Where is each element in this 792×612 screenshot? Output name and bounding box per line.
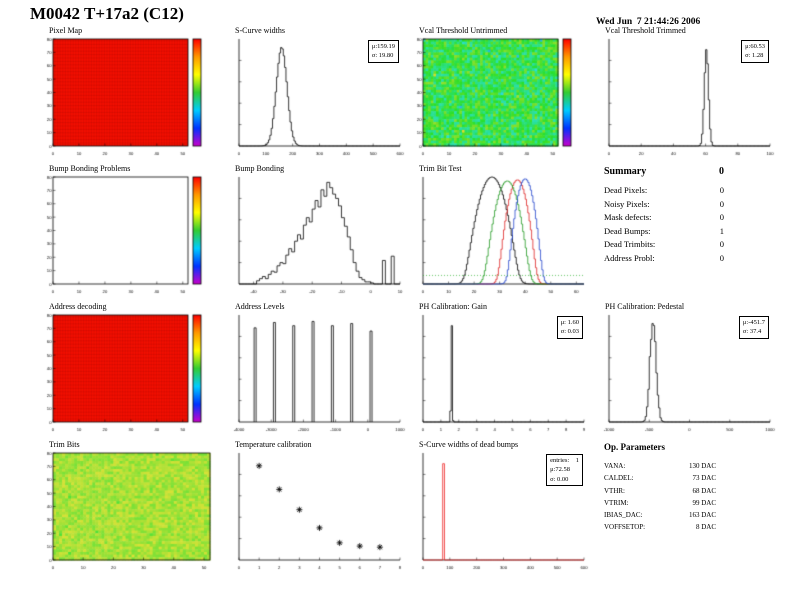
plot-title: Vcal Threshold Trimmed [605, 26, 686, 35]
stats-line: σ: 1.28 [745, 52, 764, 60]
stats-line: μ: 1.60 [560, 319, 579, 326]
panel-temperature-calibration: Temperature calibration [222, 440, 406, 576]
stats-line: entries: 1 [550, 457, 579, 464]
op-parameter-label: VANA: [604, 462, 626, 470]
plot-title: Address decoding [49, 302, 107, 311]
panel-ph-gain: PH Calibration: Gain μ: 1.60 σ: 0.03 [406, 302, 590, 438]
op-parameter-value: 99 DAC [692, 498, 716, 507]
op-parameter-label: VOFFSETOP: [604, 523, 646, 532]
panel-bump-bonding: Bump Bonding [222, 164, 406, 300]
panel-scurve-widths: S-Curve widths μ:159.19 σ: 19.80 [222, 26, 406, 162]
plot-title: S-Curve widths of dead bumps [419, 440, 519, 449]
op-parameter-row: VTHR: 68 DAC [604, 485, 716, 497]
stats-line: μ:72.58 [550, 466, 571, 474]
plot-title: S-Curve widths [235, 26, 285, 35]
panel-trim-bit-test: Trim Bit Test [406, 164, 590, 300]
panel-ph-pedestal: PH Calibration: Pedestal μ:-451.7 σ: 37.4 [592, 302, 776, 438]
panel-address-levels: Address Levels [222, 302, 406, 438]
plot-title: Pixel Map [49, 26, 83, 35]
trim-bit-test-canvas [406, 174, 590, 296]
trim-bits-canvas [36, 450, 220, 572]
stats-line: σ: 37.4 [742, 328, 762, 336]
stats-line: σ: 0.00 [550, 475, 569, 483]
op-parameters-title: Op. Parameters [604, 442, 665, 452]
op-parameter-row: VANA: 130 DAC [604, 460, 716, 472]
op-parameter-label: IBIAS_DAC: [604, 511, 643, 519]
op-parameter-row: IBIAS_DAC: 163 DAC [604, 509, 716, 521]
summary-title: Summary [604, 166, 647, 177]
summary-row-label: Address Probl: [604, 252, 655, 263]
op-parameter-label: CALDEL: [604, 474, 634, 483]
summary-header: Summary 0 [604, 166, 724, 177]
plot-title: Vcal Threshold Untrimmed [419, 26, 508, 35]
stats-box: entries: 1 μ:72.58 σ: 0.00 [546, 454, 583, 487]
stats-box: μ: 1.60 σ: 0.03 [556, 316, 583, 339]
plot-title: Address Levels [235, 302, 285, 311]
panel-dead-bumps-scurve: S-Curve widths of dead bumps entries: 1 μ… [406, 440, 590, 576]
summary-row-label: Dead Pixels: [604, 185, 648, 195]
pixel-map-canvas [36, 36, 220, 158]
plot-title: Bump Bonding [235, 164, 285, 173]
panel-summary: Summary 0 Dead Pixels: 0 Noisy Pixels: 0… [592, 164, 776, 300]
address-levels-canvas [222, 312, 406, 434]
panel-pixel-map: Pixel Map [36, 26, 220, 162]
op-parameter-value: 130 DAC [688, 462, 716, 470]
summary-row: Dead Bumps: 1 [604, 225, 724, 239]
op-parameter-value: 8 DAC [695, 523, 716, 532]
panel-vcal-threshold-trimmed: Vcal Threshold Trimmed μ:60.53 σ: 1.28 [592, 26, 776, 162]
timestamp: Wed Jun 7 21:44:26 2006 [596, 17, 701, 27]
stats-box: μ:159.19 σ: 19.80 [367, 40, 399, 63]
summary-row-value: 0 [719, 239, 724, 250]
bump-bonding-canvas [222, 174, 406, 296]
stats-box: μ:-451.7 σ: 37.4 [738, 316, 769, 339]
page-title: M0042 T+17a2 (C12) [30, 4, 184, 23]
address-decoding-canvas [36, 312, 220, 434]
op-parameter-value: 73 DAC [692, 474, 716, 483]
op-parameter-row: CALDEL: 73 DAC [604, 472, 716, 484]
plot-title: Trim Bits [49, 440, 80, 449]
panel-bump-bonding-problems: Bump Bonding Problems [36, 164, 220, 300]
summary-row-value: 0 [719, 198, 724, 209]
summary-row-value: 1 [719, 225, 724, 236]
plot-title: PH Calibration: Pedestal [605, 302, 685, 311]
summary-row-label: Mask defects: [604, 212, 652, 223]
summary-row-value: 0 [719, 212, 724, 223]
panel-vcal-threshold-untrimmed: Vcal Threshold Untrimmed [406, 26, 590, 162]
summary-row: Dead Trimbits: 0 [604, 238, 724, 252]
summary-row: Dead Pixels: 0 [604, 184, 724, 198]
op-parameter-row: VTRIM: 99 DAC [604, 497, 716, 509]
op-parameter-value: 163 DAC [688, 511, 716, 519]
op-parameter-value: 68 DAC [692, 486, 716, 495]
summary-row-label: Noisy Pixels: [604, 198, 650, 209]
summary-row-label: Dead Bumps: [604, 225, 651, 236]
stats-box: μ:60.53 σ: 1.28 [741, 40, 769, 63]
op-parameter-label: VTHR: [604, 486, 625, 495]
op-parameter-label: VTRIM: [604, 498, 629, 507]
bump-bonding-problems-canvas [36, 174, 220, 296]
plot-title: PH Calibration: Gain [419, 302, 487, 311]
summary-total: 0 [719, 166, 724, 177]
stats-line: μ:60.53 [745, 43, 765, 50]
stats-line: μ:159.19 [371, 43, 395, 50]
panel-address-decoding: Address decoding [36, 302, 220, 438]
op-parameter-row: VOFFSETOP: 8 DAC [604, 521, 716, 533]
summary-row: Mask defects: 0 [604, 211, 724, 225]
plot-title: Bump Bonding Problems [49, 164, 131, 173]
plot-title: Trim Bit Test [419, 164, 462, 173]
temperature-calibration-canvas [222, 450, 406, 572]
summary-row: Address Probl: 0 [604, 252, 724, 266]
stats-line: σ: 0.03 [560, 328, 579, 336]
stats-line: μ:-451.7 [742, 319, 765, 326]
summary-row-label: Dead Trimbits: [604, 239, 656, 250]
stats-line: σ: 19.80 [371, 52, 394, 60]
vcal-untrimmed-canvas [406, 36, 590, 158]
summary-row-value: 0 [719, 252, 724, 263]
panel-trim-bits: Trim Bits [36, 440, 220, 576]
summary-row: Noisy Pixels: 0 [604, 198, 724, 212]
panel-op-parameters: Op. Parameters VANA: 130 DAC CALDEL: 73 … [592, 440, 776, 576]
summary-row-value: 0 [719, 185, 724, 195]
plot-title: Temperature calibration [235, 440, 312, 449]
